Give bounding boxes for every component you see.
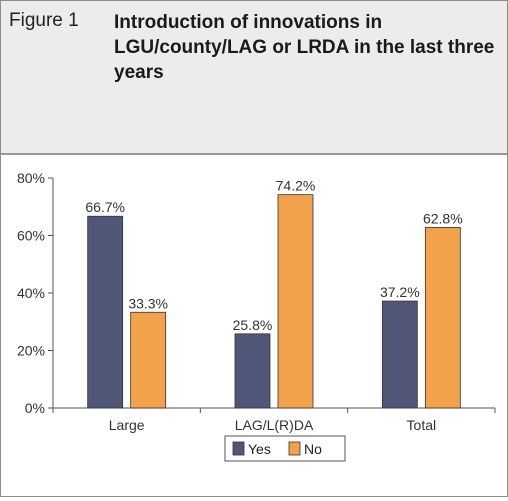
bars: 66.7% 33.3% 25.8% 74.2% 37.2% 62.8% bbox=[85, 178, 463, 409]
y-tick-label: 40% bbox=[17, 285, 45, 301]
y-tick-label: 60% bbox=[17, 228, 45, 244]
bar-chart: 0%20%40%60%80% LargeLAG/L(R)DACities/Cou… bbox=[17, 170, 496, 462]
bar-yes-2 bbox=[234, 333, 271, 409]
legend-label-no: No bbox=[304, 441, 322, 457]
x-tick-label: Total bbox=[407, 417, 437, 433]
chart-area: 0%20%40%60%80% LargeLAG/L(R)DACities/Cou… bbox=[1, 157, 507, 496]
data-label: 66.7% bbox=[85, 199, 125, 215]
data-label: 25.8% bbox=[233, 317, 273, 333]
figure-label: Figure 1 bbox=[9, 10, 79, 31]
x-tick-label: Large bbox=[109, 417, 145, 433]
bar-yes-1 bbox=[87, 215, 124, 409]
y-tick-label: 20% bbox=[17, 343, 45, 359]
data-label: 62.8% bbox=[423, 210, 463, 226]
legend-box bbox=[224, 435, 346, 462]
figure-title: Introduction of innovations in LGU/count… bbox=[114, 12, 495, 83]
y-axis: 0% 20% 40% 60% 80% bbox=[17, 170, 54, 416]
y-tick-label: 0% bbox=[25, 400, 45, 416]
legend-label-yes: Yes bbox=[248, 441, 271, 457]
data-label: 33.3% bbox=[128, 295, 168, 311]
legend-swatch-yes bbox=[232, 441, 245, 456]
bar-no-2 bbox=[277, 194, 314, 409]
legend: Yes No bbox=[224, 435, 346, 462]
y-tick-label: 80% bbox=[17, 170, 45, 186]
data-label: 74.2% bbox=[276, 178, 316, 194]
bar-no-3 bbox=[424, 227, 461, 409]
figure-header: Figure 1 Introduction of innovations in … bbox=[1, 1, 507, 155]
bar-no-1 bbox=[130, 311, 167, 409]
x-tick-label: LAG/L(R)DA bbox=[235, 417, 314, 433]
bar-yes-3 bbox=[381, 300, 418, 409]
data-label: 37.2% bbox=[380, 284, 420, 300]
legend-swatch-no bbox=[288, 441, 301, 456]
